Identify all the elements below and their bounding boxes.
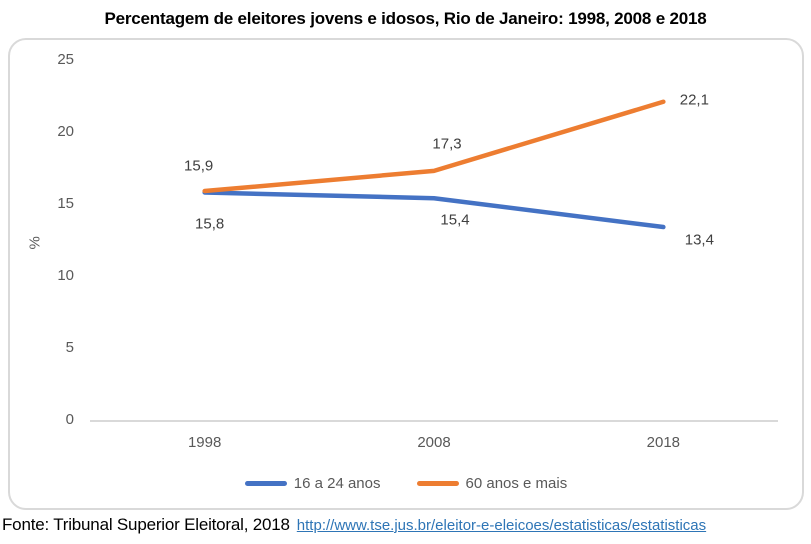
x-axis-line xyxy=(90,420,778,422)
x-tick-label: 1998 xyxy=(187,434,222,451)
data-label: 22,1 xyxy=(679,91,709,109)
y-tick-label: 10 xyxy=(57,267,74,284)
series-line-16-a-24-anos xyxy=(202,190,666,230)
legend-swatch xyxy=(244,481,287,486)
x-tick-label: 2008 xyxy=(417,434,451,451)
y-tick-label: 15 xyxy=(57,195,74,212)
footer: Fonte: Tribunal Superior Eleitoral, 2018… xyxy=(2,515,706,535)
y-tick-label: 0 xyxy=(65,411,74,428)
y-tick-label: 25 xyxy=(57,51,74,68)
legend-label: 60 anos e mais xyxy=(465,475,568,492)
y-tick-label: 20 xyxy=(57,123,74,140)
x-tick-label: 2018 xyxy=(646,434,681,451)
legend-swatch xyxy=(416,481,459,486)
chart-frame: 0 5 10 15 20 25 % 1998 2008 2018 15,8 15,4 13,4 15… xyxy=(8,38,804,510)
source-text: Fonte: Tribunal Superior Eleitoral, 2018 xyxy=(2,515,290,534)
legend-item: 60 anos e mais xyxy=(416,475,568,492)
legend-item: 16 a 24 anos xyxy=(244,475,381,492)
source-link[interactable]: http://www.tse.jus.br/eleitor-e-eleicoes… xyxy=(296,517,707,534)
legend: 16 a 24 anos 60 anos e mais xyxy=(10,475,802,492)
y-tick-label: 5 xyxy=(65,339,74,356)
data-label: 13,4 xyxy=(684,231,714,249)
data-label: 17,3 xyxy=(432,135,462,153)
y-axis-title: % xyxy=(26,236,44,250)
chart-title: Percentagem de eleitores jovens e idosos… xyxy=(104,9,707,28)
data-label: 15,4 xyxy=(440,211,470,229)
data-label: 15,8 xyxy=(195,215,225,233)
legend-label: 16 a 24 anos xyxy=(293,475,381,492)
data-label: 15,9 xyxy=(184,157,214,175)
